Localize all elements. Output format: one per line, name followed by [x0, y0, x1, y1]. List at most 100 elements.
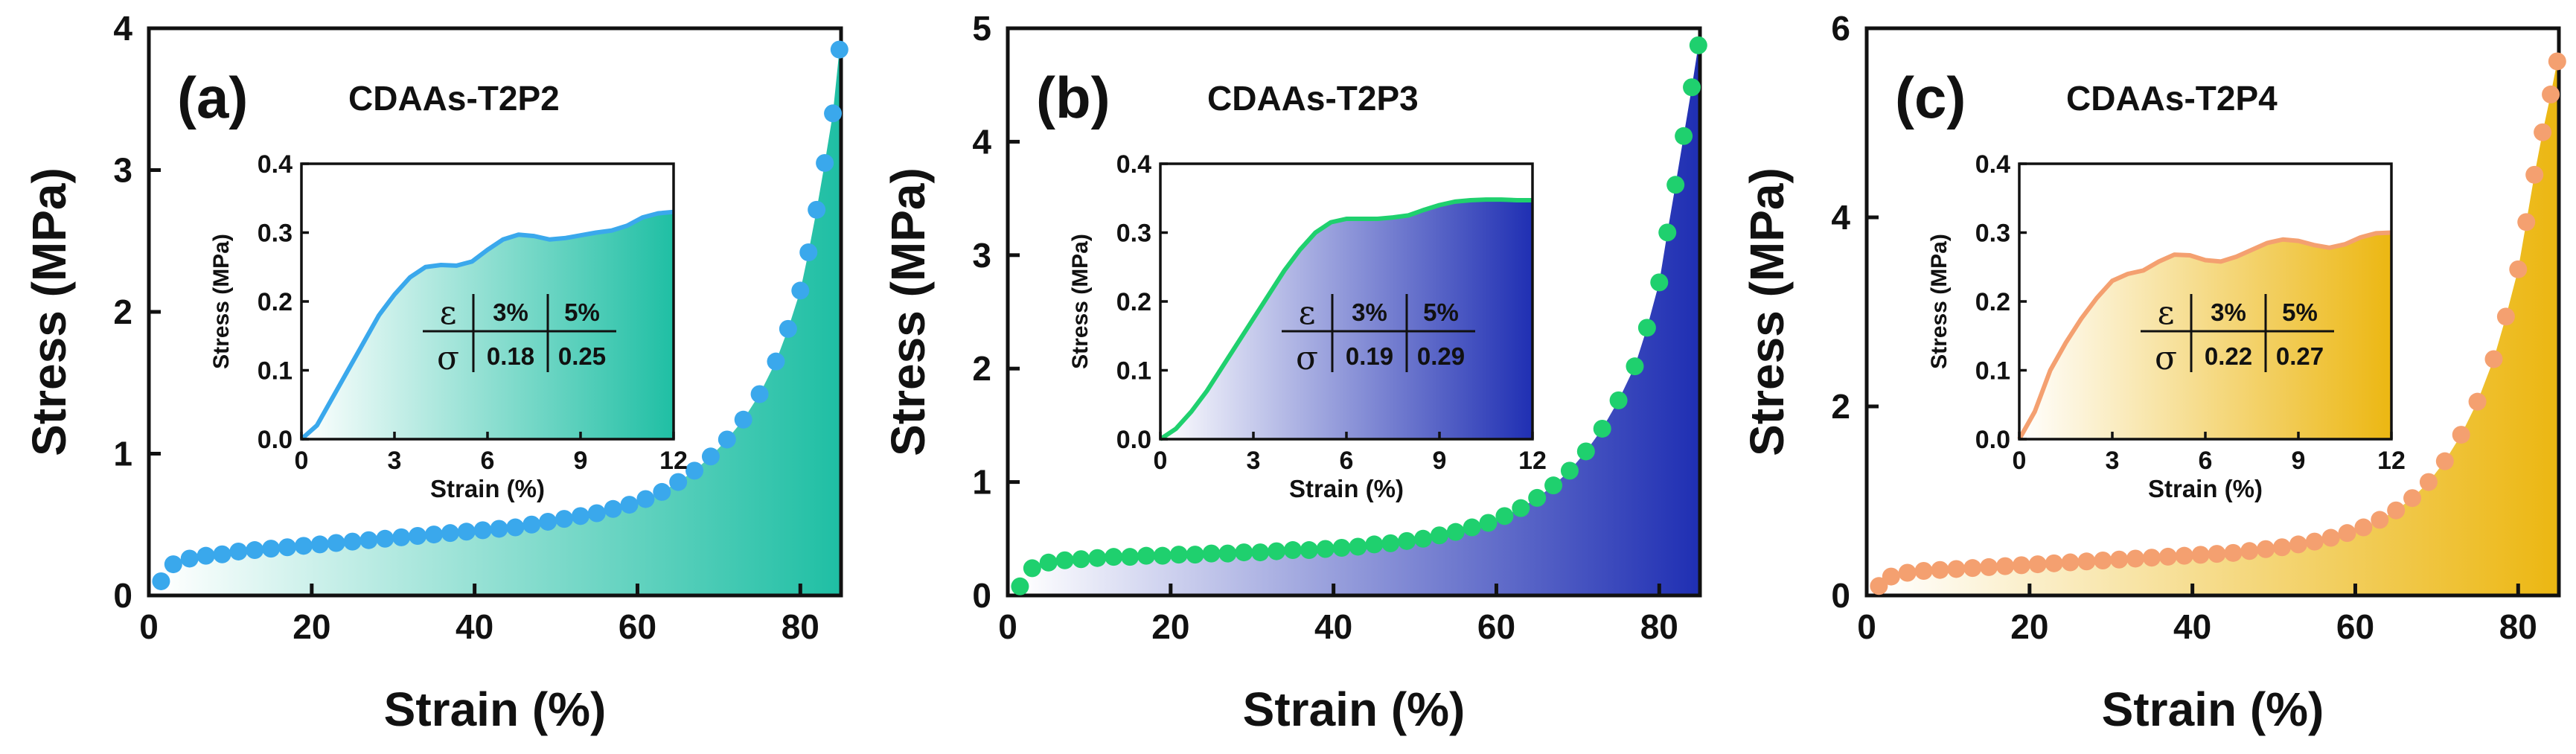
data-point	[506, 518, 525, 537]
data-point	[213, 545, 231, 563]
x-tick-label: 0	[139, 607, 159, 646]
y-tick-label: 5	[972, 9, 991, 48]
table-strain-value: 3%	[493, 298, 528, 326]
data-point	[1609, 391, 1628, 409]
data-point	[343, 532, 362, 551]
y-tick-label: 0	[1831, 576, 1850, 615]
x-tick-label: 20	[2010, 607, 2048, 646]
y-tick-label: 2	[972, 349, 991, 388]
data-point	[1593, 419, 1611, 438]
data-point	[734, 410, 752, 429]
data-point	[1365, 535, 1384, 554]
x-tick-label: 40	[456, 607, 493, 646]
y-tick-label: 4	[113, 9, 132, 48]
data-point	[767, 352, 785, 371]
y-tick-label: 4	[972, 122, 991, 161]
data-point	[376, 529, 394, 548]
data-point	[669, 473, 688, 491]
data-point	[1658, 223, 1677, 242]
inset-x-axis-label: Strain (%)	[430, 475, 545, 502]
x-tick-label: 80	[782, 607, 819, 646]
data-point	[799, 243, 818, 261]
data-point	[294, 537, 313, 555]
data-point	[2240, 542, 2259, 560]
data-point	[2517, 213, 2536, 231]
x-tick-label: 0	[1857, 607, 1876, 646]
data-point	[164, 555, 182, 574]
data-point	[539, 512, 557, 531]
data-point	[1446, 523, 1465, 541]
table-stress-symbol: σ	[437, 339, 459, 377]
data-point	[2534, 123, 2552, 141]
data-point	[1626, 357, 1644, 376]
data-point	[1898, 563, 1917, 582]
data-point	[2191, 546, 2210, 564]
data-point	[2484, 350, 2503, 368]
data-point	[2094, 552, 2112, 570]
data-point	[2289, 535, 2307, 554]
data-point	[1153, 546, 1172, 565]
data-point	[2525, 165, 2544, 184]
table-stress-value: 0.27	[2276, 342, 2324, 370]
x-tick-label: 80	[1640, 607, 1678, 646]
data-point	[1689, 36, 1707, 54]
data-point	[2403, 489, 2422, 508]
data-point	[1055, 551, 1074, 569]
inset-y-tick-label: 0.3	[258, 220, 293, 248]
data-point	[1430, 526, 1448, 545]
inset-y-axis-label: Stress (MPa)	[1068, 234, 1093, 369]
inset-area-fill	[301, 211, 674, 439]
data-point	[2387, 501, 2406, 520]
y-tick-label: 0	[972, 576, 991, 615]
data-point	[2126, 549, 2145, 568]
table-strain-value: 3%	[1352, 298, 1387, 326]
data-point	[1039, 553, 1058, 572]
data-point	[2110, 550, 2129, 569]
data-point	[1528, 488, 1547, 507]
inset-area-fill	[2019, 232, 2391, 439]
data-point	[750, 385, 769, 403]
x-tick-label: 40	[2173, 607, 2211, 646]
data-point	[2273, 538, 2291, 557]
inset-x-tick-label: 3	[388, 447, 402, 475]
data-point	[791, 281, 810, 300]
data-point	[604, 499, 622, 518]
data-point	[1512, 499, 1530, 517]
data-point	[278, 538, 296, 557]
data-point	[2208, 545, 2226, 563]
inset-x-tick-label: 9	[1433, 447, 1447, 475]
data-point	[490, 520, 508, 538]
data-point	[1914, 561, 1933, 580]
inset-curve	[300, 209, 674, 441]
inset-y-tick-label: 0.4	[1116, 150, 1151, 179]
x-tick-label: 80	[2499, 607, 2537, 646]
table-stress-value: 0.18	[487, 342, 534, 370]
inset-y-tick-label: 0.0	[1116, 426, 1151, 454]
data-point	[653, 482, 671, 501]
panel-b: 0 20 40 60 80 0 1 2 3 4 5 Strain (%) Stress (MPa) (b)…	[859, 0, 1717, 754]
data-point	[2175, 546, 2193, 565]
y-tick-label: 2	[113, 293, 132, 331]
x-axis-label: Strain (%)	[2102, 683, 2324, 736]
data-point	[1169, 546, 1188, 564]
data-point	[1463, 518, 1481, 537]
table-strain-value: 5%	[1423, 298, 1459, 326]
data-point	[1882, 567, 1900, 586]
data-point	[779, 319, 797, 338]
table-stress-symbol: σ	[2155, 339, 2177, 377]
data-point	[620, 496, 639, 514]
data-point	[441, 524, 459, 543]
inset-x-tick-label: 3	[1247, 447, 1261, 475]
data-point	[587, 504, 606, 523]
y-tick-label: 3	[972, 236, 991, 275]
data-point	[1235, 543, 1253, 562]
inset-x-tick-label: 6	[2199, 447, 2213, 475]
data-point	[2045, 554, 2063, 572]
data-point	[685, 461, 704, 480]
inset-x-axis-label: Strain (%)	[1289, 475, 1404, 502]
panel-c: 0 20 40 60 80 0 2 4 6 Strain (%) Stress (MPa) (c) CD…	[1718, 0, 2576, 754]
panel-letter: (a)	[177, 65, 248, 130]
data-point	[1268, 542, 1286, 560]
